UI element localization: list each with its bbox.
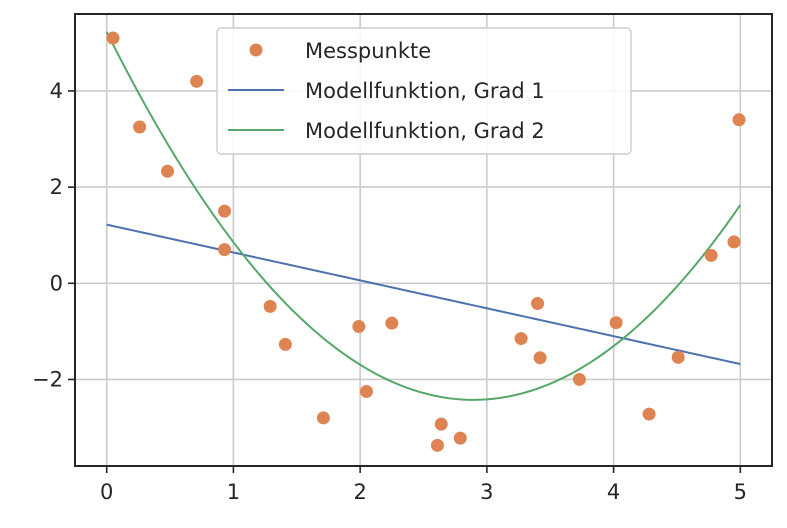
x-tick-label: 1 [227,480,240,504]
x-tick-label: 3 [480,480,493,504]
scatter-point [359,384,373,398]
series-line-2 [105,31,742,401]
scatter-point [218,243,232,257]
legend-label: Modellfunktion, Grad 1 [305,79,545,103]
legend-box [216,27,632,155]
scatter-point [531,296,545,310]
scatter-point [533,351,547,365]
legend-marker [249,43,263,57]
scatter-point [642,407,656,421]
legend-label: Messpunkte [305,39,431,63]
scatter-point [453,431,467,445]
series-line-1 [106,223,741,366]
x-tick-label: 2 [353,480,366,504]
scatter-point [352,320,366,334]
plot-frame [74,13,773,467]
legend: Messpunkte Modellfunktion, Grad 1 Modellfu… [216,27,632,155]
scatter-point [514,332,528,346]
scatter-point [133,120,147,134]
scatter-point [316,411,330,425]
scatter-point [671,350,685,364]
legend-label: Modellfunktion, Grad 2 [305,119,545,143]
y-tick-label: −2 [32,367,63,391]
x-tick-label: 4 [607,480,620,504]
scatter-point [727,235,741,249]
y-tick-label: 0 [50,271,63,295]
scatter-point [190,74,204,88]
axis-ticks: 0 1 2 3 4 5 −2 0 2 4 [32,79,747,504]
scatter-point [430,438,444,452]
scatter-point [572,372,586,386]
scatter-point [263,299,277,313]
scatter-point [434,417,448,431]
series-layer [105,31,746,452]
scatter-point [161,164,175,178]
scatter-point [278,337,292,351]
x-tick-label: 0 [100,480,113,504]
y-tick-label: 4 [50,79,63,103]
x-tick-label: 5 [734,480,747,504]
scatter-point [218,204,232,218]
y-tick-label: 2 [50,175,63,199]
scatter-point [385,316,399,330]
scatter-point [704,248,718,262]
scatter-point [732,113,746,127]
scatter-point [106,31,120,45]
scatter-point [609,316,623,330]
